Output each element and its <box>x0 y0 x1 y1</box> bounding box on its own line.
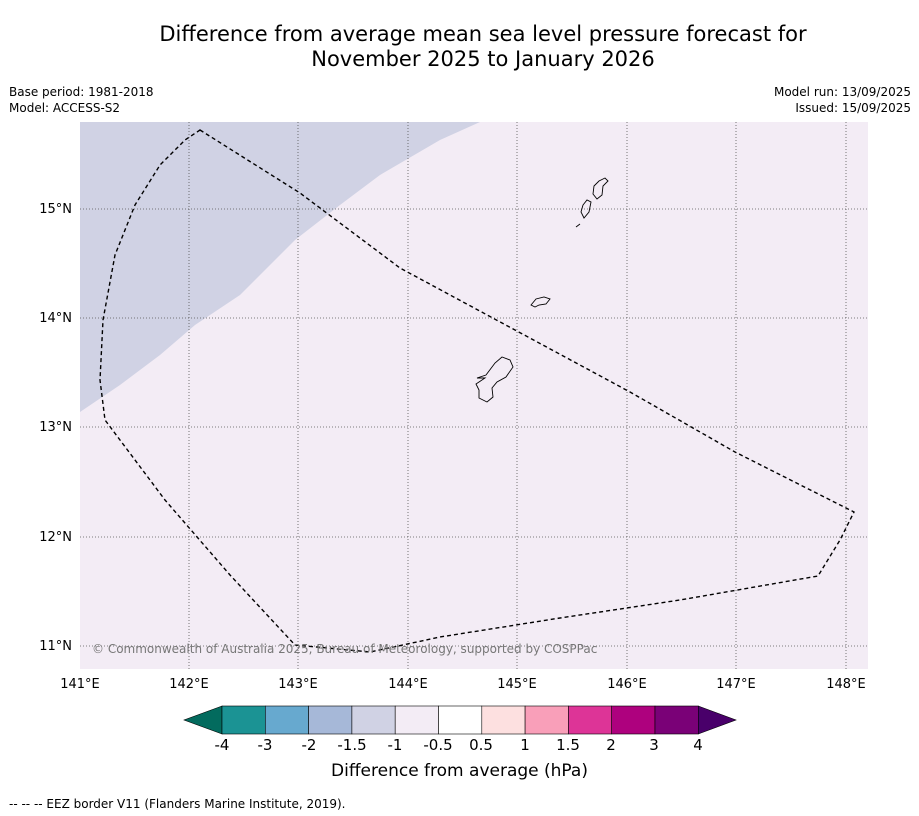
lon-tick-label: 148°E <box>826 677 866 692</box>
lat-tick-labels: 15°N 14°N 13°N 12°N 11°N <box>39 202 72 654</box>
colorbar-bin <box>481 705 526 735</box>
title-line-2: November 2025 to January 2026 <box>311 47 655 71</box>
meta-left: Base period: 1981-2018 Model: ACCESS-S2 <box>9 84 154 116</box>
colorbar-bin <box>308 705 353 735</box>
colorbar-bin <box>568 705 613 735</box>
colorbar-bin <box>654 705 699 735</box>
colorbar-tick: -2 <box>301 736 317 754</box>
lon-tick-label: 144°E <box>388 677 428 692</box>
colorbar-tick: 1.5 <box>556 736 580 754</box>
colorbar-tick: -1.5 <box>337 736 367 754</box>
colorbar-extend-high <box>697 705 737 735</box>
model-name: Model: ACCESS-S2 <box>9 101 121 115</box>
copyright-text: © Commonwealth of Australia 2025, Bureau… <box>92 642 597 656</box>
colorbar-tick-labels: -4 -3 -2 -1.5 -1 -0.5 0.5 1 1.5 2 3 4 <box>0 736 919 756</box>
meta-right: Model run: 13/09/2025 Issued: 15/09/2025 <box>774 84 911 116</box>
footnote: -- -- -- EEZ border V11 (Flanders Marine… <box>9 797 346 811</box>
lat-tick-label: 11°N <box>39 639 72 654</box>
colorbar-tick: 3 <box>649 736 659 754</box>
lon-tick-label: 141°E <box>60 677 100 692</box>
field-negative-region <box>80 122 480 412</box>
colorbar-tick: 4 <box>693 736 703 754</box>
colorbar-bin <box>221 705 266 735</box>
island-aguijan <box>575 223 581 228</box>
colorbar-bin <box>524 705 569 735</box>
lon-tick-label: 145°E <box>497 677 537 692</box>
colorbar-extend-low <box>183 705 223 735</box>
colorbar-tick: -3 <box>257 736 273 754</box>
lat-tick-label: 15°N <box>39 202 72 217</box>
colorbar-bin <box>351 705 396 735</box>
lon-tick-label: 146°E <box>607 677 647 692</box>
island-rota <box>530 296 551 308</box>
colorbar-bin <box>264 705 309 735</box>
colorbar-tick: 1 <box>520 736 530 754</box>
colorbar <box>183 705 737 735</box>
colorbar-tick: -4 <box>214 736 230 754</box>
islands <box>475 177 609 403</box>
colorbar-bin <box>611 705 656 735</box>
colorbar-tick: 2 <box>606 736 616 754</box>
colorbar-bin <box>394 705 439 735</box>
lat-tick-label: 12°N <box>39 530 72 545</box>
lat-tick-label: 13°N <box>39 420 72 435</box>
issued-date: Issued: 15/09/2025 <box>795 101 911 115</box>
lat-tick-label: 14°N <box>39 311 72 326</box>
base-period: Base period: 1981-2018 <box>9 85 154 99</box>
gridlines <box>80 122 868 669</box>
lon-tick-label: 143°E <box>278 677 318 692</box>
colorbar-tick: -0.5 <box>423 736 453 754</box>
title-line-1: Difference from average mean sea level p… <box>159 22 807 46</box>
island-saipan <box>592 177 609 200</box>
colorbar-tick: -1 <box>387 736 403 754</box>
colorbar-title: Difference from average (hPa) <box>331 761 588 781</box>
lon-tick-labels: 141°E 142°E 143°E 144°E 145°E 146°E 147°… <box>60 677 866 692</box>
island-guam <box>475 356 514 403</box>
lon-tick-label: 147°E <box>716 677 756 692</box>
lon-tick-label: 142°E <box>169 677 209 692</box>
chart-title: Difference from average mean sea level p… <box>0 22 919 72</box>
island-tinian <box>580 199 592 219</box>
colorbar-bin <box>438 705 483 735</box>
model-run: Model run: 13/09/2025 <box>773 85 911 99</box>
colorbar-tick: 0.5 <box>469 736 493 754</box>
